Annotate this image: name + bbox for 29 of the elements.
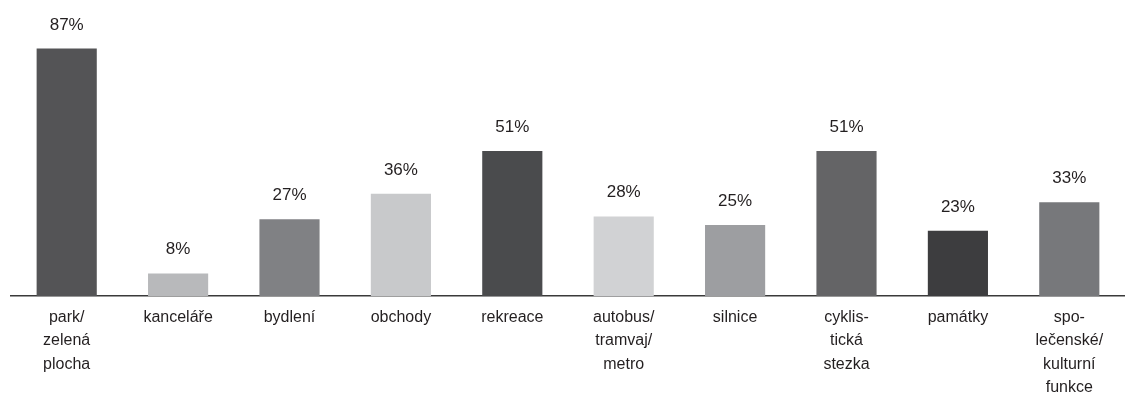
x-tick-label: obchody bbox=[370, 308, 432, 326]
data-label: 8% bbox=[165, 239, 191, 259]
x-tick-label: kanceláře bbox=[143, 308, 213, 326]
data-label: 28% bbox=[606, 182, 641, 202]
x-tick-label: rekreace bbox=[481, 308, 544, 326]
data-label: 23% bbox=[940, 196, 975, 216]
bar bbox=[370, 193, 431, 297]
x-tick-label: park/ zelená plocha bbox=[43, 308, 91, 372]
data-label: 87% bbox=[49, 14, 84, 34]
data-label: 51% bbox=[495, 117, 530, 137]
bar bbox=[705, 225, 766, 297]
bar bbox=[259, 219, 320, 297]
x-tick-label: bydlení bbox=[263, 308, 316, 326]
data-label: 33% bbox=[1052, 168, 1087, 188]
bar bbox=[1039, 202, 1100, 297]
bar bbox=[148, 273, 209, 297]
data-label: 51% bbox=[829, 117, 864, 137]
bar bbox=[482, 151, 543, 297]
bar bbox=[36, 48, 97, 297]
data-label: 27% bbox=[272, 185, 307, 205]
x-tick-label: silnice bbox=[712, 308, 758, 326]
x-tick-label: autobus/ tramvaj/ metro bbox=[593, 308, 655, 372]
x-tick-label: spo- lečenské/ kulturní funkce bbox=[1035, 308, 1104, 395]
bar bbox=[593, 216, 654, 297]
bar bbox=[816, 151, 877, 297]
x-tick-label: cyklis- tická stezka bbox=[823, 308, 870, 372]
x-tick-label: památky bbox=[927, 308, 989, 326]
data-label: 36% bbox=[383, 159, 418, 179]
data-label: 25% bbox=[718, 191, 753, 211]
